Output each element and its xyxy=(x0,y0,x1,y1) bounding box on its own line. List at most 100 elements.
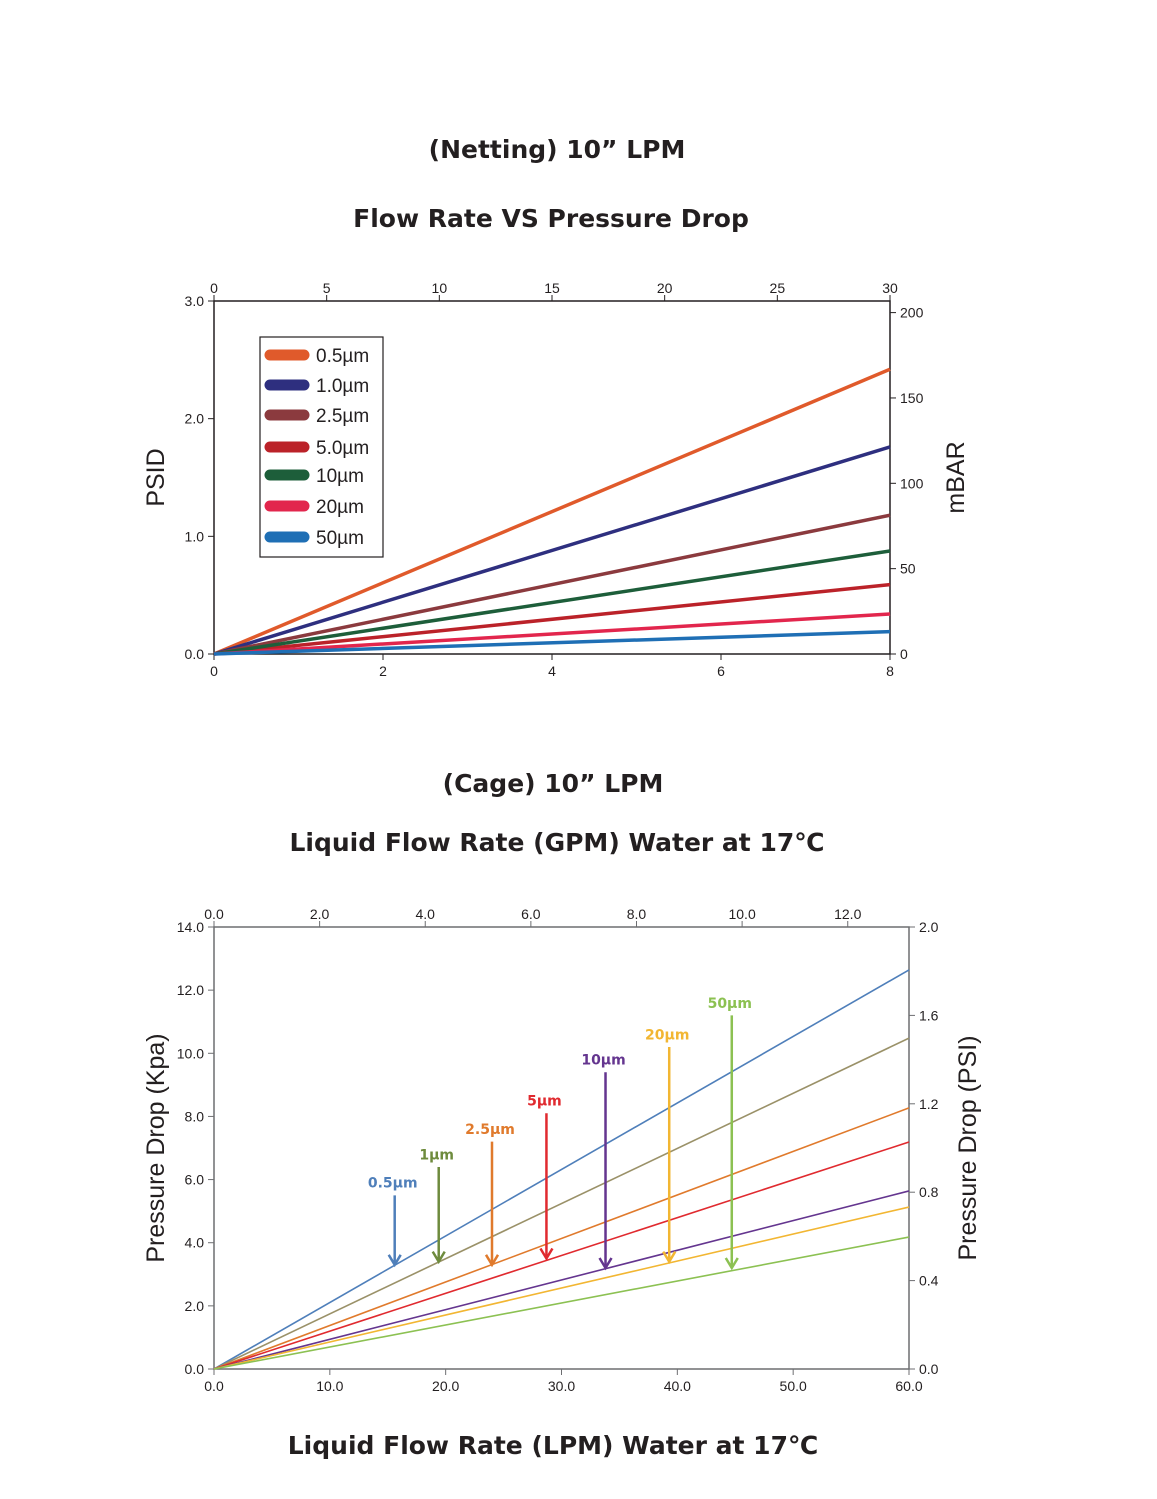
series-line xyxy=(213,1037,910,1370)
y2-tick-label: 2.0 xyxy=(919,919,939,935)
annotation-label: 2.5µm xyxy=(465,1122,515,1138)
arrow-head-icon xyxy=(387,1254,402,1268)
series-line xyxy=(213,629,891,656)
legend-item: 5.0µm xyxy=(264,438,369,459)
series-line xyxy=(213,1190,910,1370)
arrow-head-icon xyxy=(662,1251,677,1265)
y2-tick-label: 0.8 xyxy=(919,1184,939,1200)
annotation-arrow: 2.5µm xyxy=(465,1122,515,1268)
x2-tick-label: 20 xyxy=(657,280,673,296)
series-line xyxy=(213,367,891,656)
annotation-arrow: 1µm xyxy=(419,1147,454,1265)
y2-axis-label: mBAR xyxy=(942,441,970,513)
series-line xyxy=(213,445,891,656)
legend-item: 50µm xyxy=(264,528,364,549)
y-tick-label: 12.0 xyxy=(177,982,204,998)
series-line xyxy=(213,612,891,656)
y2-tick-label: 0 xyxy=(900,646,908,662)
series-line xyxy=(213,549,891,656)
legend-label: 1.0µm xyxy=(316,376,369,397)
y-tick-label: 0.0 xyxy=(185,646,205,662)
series-line xyxy=(213,1141,910,1370)
series-line xyxy=(213,1107,910,1370)
chart2-x-axis-label: Liquid Flow Rate (LPM) Water at 17℃ xyxy=(288,1431,818,1460)
y2-tick-label: 1.2 xyxy=(919,1096,939,1112)
y2-axis-label: Pressure Drop (PSI) xyxy=(954,1035,982,1260)
annotation-arrow: 20µm xyxy=(645,1027,689,1265)
chart1: 0 2 4 6 80 5 10 15 20 25 300.01.02.03.005010015020… xyxy=(142,280,970,679)
annotation-label: 20µm xyxy=(645,1027,689,1043)
x2-tick-label: 25 xyxy=(770,280,786,296)
legend-label: 5.0µm xyxy=(316,438,369,459)
legend-label: 20µm xyxy=(316,497,364,518)
series-line xyxy=(213,582,891,656)
x-tick-label: 20.0 xyxy=(432,1378,459,1394)
x-tick-label: 8 xyxy=(886,663,894,679)
legend-item: 2.5µm xyxy=(264,406,369,427)
y-tick-label: 2.0 xyxy=(185,1298,205,1314)
y-tick-label: 2.0 xyxy=(185,411,205,427)
series-line xyxy=(213,1206,910,1370)
annotation-label: 10µm xyxy=(581,1053,625,1069)
x-tick-label: 10.0 xyxy=(316,1378,343,1394)
legend-item: 1.0µm xyxy=(264,376,369,397)
y2-tick-label: 100 xyxy=(900,475,924,491)
legend-item: 10µm xyxy=(264,466,364,487)
y2-tick-label: 50 xyxy=(900,561,916,577)
series-line xyxy=(213,1236,910,1370)
arrow-head-icon xyxy=(484,1254,500,1268)
legend-label: 0.5µm xyxy=(316,346,369,367)
x2-tick-label: 10.0 xyxy=(728,906,755,922)
annotation-label: 0.5µm xyxy=(368,1176,418,1192)
arrow-head-icon xyxy=(431,1251,446,1265)
legend-item: 0.5µm xyxy=(264,346,369,367)
annotation-label: 5µm xyxy=(527,1094,562,1110)
y-tick-label: 14.0 xyxy=(177,919,204,935)
x-tick-label: 2 xyxy=(379,663,387,679)
x2-tick-label: 2.0 xyxy=(310,906,330,922)
arrow-head-icon xyxy=(539,1247,554,1261)
x2-tick-label: 0.0 xyxy=(204,906,224,922)
chart1-subtitle: Flow Rate VS Pressure Drop xyxy=(353,204,749,233)
x2-tick-label: 6.0 xyxy=(521,906,541,922)
x2-tick-label: 30 xyxy=(882,280,898,296)
annotation-arrow: 0.5µm xyxy=(368,1176,418,1268)
x-tick-label: 0 xyxy=(210,663,218,679)
y2-tick-label: 150 xyxy=(900,390,924,406)
x2-tick-label: 12.0 xyxy=(834,906,861,922)
y2-tick-label: 0.0 xyxy=(919,1361,939,1377)
x2-tick-label: 10 xyxy=(432,280,448,296)
legend-item: 20µm xyxy=(264,497,364,518)
x-tick-label: 40.0 xyxy=(664,1378,691,1394)
chart2-top-axis-label: Liquid Flow Rate (GPM) Water at 17℃ xyxy=(289,828,824,857)
y2-tick-label: 1.6 xyxy=(919,1007,939,1023)
chart2: 0.0 10.0 20.0 30.0 40.0 50.0 60.00.0 2.0 4.0 6.0 8… xyxy=(142,906,982,1394)
y-tick-label: 10.0 xyxy=(177,1045,204,1061)
y-axis-label: Pressure Drop (Kpa) xyxy=(142,1033,170,1262)
y-axis-label: PSID xyxy=(142,448,170,506)
x-tick-label: 60.0 xyxy=(895,1378,922,1394)
annotation-label: 1µm xyxy=(419,1147,454,1163)
x2-tick-label: 8.0 xyxy=(627,906,647,922)
y2-tick-label: 200 xyxy=(900,305,924,321)
y-tick-label: 4.0 xyxy=(185,1235,205,1251)
x-tick-label: 30.0 xyxy=(548,1378,575,1394)
x2-tick-label: 15 xyxy=(544,280,560,296)
annotation-label: 50µm xyxy=(708,996,752,1012)
x2-tick-label: 4.0 xyxy=(416,906,436,922)
series-line xyxy=(213,513,891,656)
arrow-head-icon xyxy=(724,1257,739,1271)
y-tick-label: 8.0 xyxy=(185,1108,205,1124)
x2-tick-label: 5 xyxy=(323,280,331,296)
y-tick-label: 0.0 xyxy=(185,1361,205,1377)
legend-label: 50µm xyxy=(316,528,364,549)
x-tick-label: 6 xyxy=(717,663,725,679)
annotation-arrow: 5µm xyxy=(527,1094,562,1261)
annotation-arrow: 10µm xyxy=(581,1053,626,1271)
arrow-head-icon xyxy=(598,1257,613,1271)
x-tick-label: 0.0 xyxy=(204,1378,224,1394)
chart1-title: (Netting) 10” LPM xyxy=(429,135,686,164)
y-tick-label: 3.0 xyxy=(185,293,205,309)
legend: 0.5µm 1.0µm 2.5µm 5.0µm 10µm 20µm 50µm xyxy=(259,336,384,558)
